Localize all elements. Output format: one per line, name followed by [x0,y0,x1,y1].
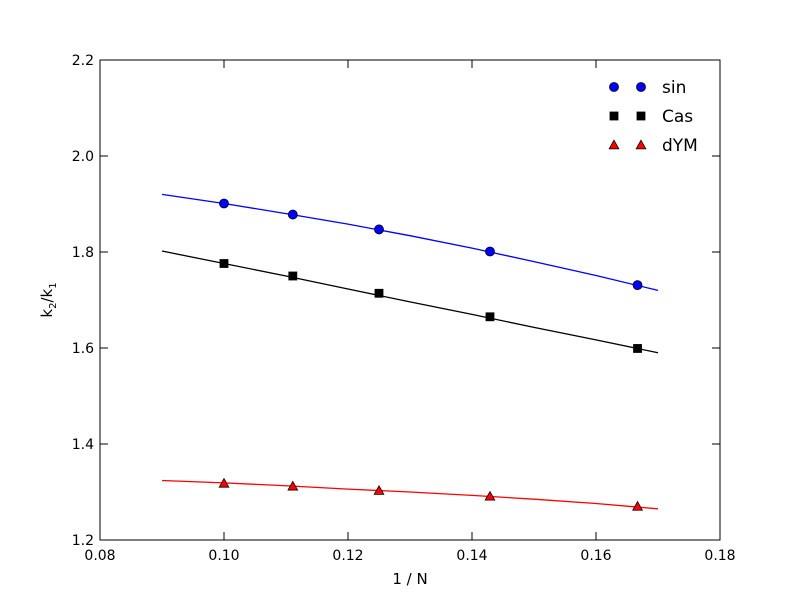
legend-marker-dym [608,139,620,150]
fit-lines [161,193,659,510]
data-point-sin [374,224,384,235]
x-tick-label: 0.14 [456,548,487,564]
data-point-dym [484,490,496,501]
x-tick-label: 0.18 [704,548,735,564]
legend-label-sin: sin [662,78,686,98]
data-point-cas [219,259,229,268]
x-tick-label: 0.08 [84,548,115,564]
data-point-sin [219,198,229,209]
y-tick-label: 1.6 [72,341,94,357]
legend-marker-cas [609,111,619,121]
x-tick-label: 0.12 [332,548,363,564]
y-tick-label: 2.0 [72,149,94,165]
plot-area [100,60,720,540]
y-axis-ticks: 1.2 1.4 1.6 1.8 2.0 2.2 [72,53,720,549]
y-axis-label: k2/k1 [38,282,59,317]
data-point-dym [218,477,230,488]
data-point-cas [485,312,495,322]
fit-line-dym [161,479,659,510]
x-tick-label: 0.16 [580,548,611,564]
x-axis-ticks: 0.08 0.10 0.12 0.14 0.16 0.18 [84,60,736,564]
legend: sin Cas dYM [608,78,698,156]
data-point-dym [287,480,299,491]
data-point-sin [287,209,298,220]
x-axis-label: 1 / N [392,570,427,588]
legend-marker-dym [635,139,647,150]
legend-marker-sin [609,82,619,92]
y-tick-label: 1.8 [72,245,94,261]
y-axis-label-sub2: 1 [48,282,59,288]
x-tick-label: 0.10 [208,548,239,564]
y-tick-label: 2.2 [72,53,94,69]
data-point-cas [374,288,384,298]
y-tick-label: 1.2 [72,533,94,549]
data-markers [218,198,644,511]
legend-label-dym: dYM [662,136,698,156]
y-tick-label: 1.4 [72,437,94,453]
legend-label-cas: Cas [662,107,693,127]
y-axis-label-sep: /k [38,288,56,302]
data-point-cas [633,344,642,353]
legend-marker-cas [636,111,646,121]
data-point-dym [632,500,644,511]
data-point-cas [288,271,298,281]
data-point-sin [485,246,495,257]
y-axis-label-sub1: 2 [48,303,59,309]
data-point-sin [632,280,643,291]
data-point-dym [373,484,385,495]
y-axis-label-main: k [38,309,56,318]
legend-marker-sin [636,82,646,92]
plot-frame [99,59,721,541]
fit-line-sin [161,193,659,292]
fit-line-cas [161,250,659,354]
